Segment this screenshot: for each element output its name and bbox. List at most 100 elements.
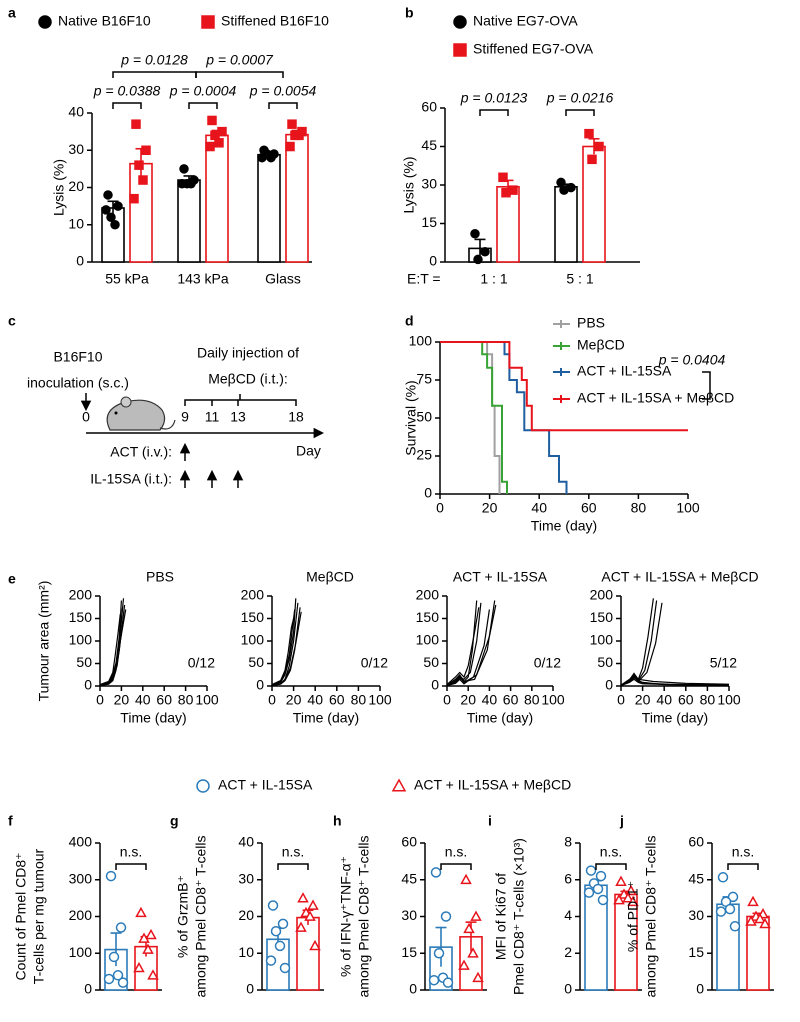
- y-tick-label: 200: [590, 587, 614, 603]
- x-tick-label: 40: [531, 500, 547, 516]
- y-tick-label: 45: [421, 137, 437, 153]
- y-tick-label: 30: [238, 870, 254, 886]
- marker: [270, 925, 282, 937]
- line: [446, 602, 482, 687]
- diagram-label: IL-15SA (i.t.):: [90, 471, 172, 487]
- legend-label: ACT + IL-15SA: [577, 363, 672, 379]
- y-axis-label: Tumour area (mm²): [36, 581, 52, 702]
- marker: [277, 918, 289, 930]
- y-axis-label: % of GrzmB⁺: [175, 875, 191, 958]
- marker: [717, 872, 729, 883]
- marker: [103, 973, 115, 985]
- bracket: [112, 71, 197, 78]
- x-axis-label: Time (day): [467, 710, 533, 726]
- annotation: p = 0.0388: [93, 83, 161, 99]
- marker: [473, 254, 483, 265]
- marker: [110, 220, 120, 230]
- y-axis-label: among Pmel CD8⁺ T-cells: [356, 836, 372, 998]
- y-tick-label: 300: [69, 870, 93, 886]
- marker: [745, 915, 757, 926]
- bar: [554, 185, 578, 263]
- x-tick-label: 60: [581, 500, 597, 516]
- x-tick-label: 20: [114, 692, 130, 708]
- diagram-label: Day: [296, 443, 321, 459]
- line: [440, 341, 688, 432]
- x-tick-label: 60: [678, 692, 694, 708]
- annotation: p = 0.0123: [460, 90, 528, 106]
- x-tick-label: 100: [368, 692, 392, 708]
- marker: [622, 892, 634, 903]
- marker: [470, 910, 482, 921]
- y-tick-label: 40: [68, 104, 84, 120]
- y-tick-label: 8: [564, 834, 572, 850]
- marker: [460, 873, 472, 885]
- marker: [105, 870, 117, 882]
- chart-title: PBS: [146, 569, 174, 585]
- annotation: n.s.: [732, 844, 755, 860]
- day-label: 13: [230, 409, 246, 425]
- annotation: p = 0.0128: [120, 52, 188, 68]
- marker: [615, 875, 627, 886]
- marker: [214, 138, 224, 148]
- day-label: 18: [288, 409, 304, 425]
- y-tick-label: 50: [416, 409, 432, 425]
- y-tick-label: 150: [590, 609, 614, 625]
- y-tick-label: 45: [688, 870, 704, 886]
- marker: [295, 921, 307, 932]
- y-tick-label: 40: [238, 834, 254, 850]
- panel-letter: b: [405, 5, 414, 21]
- legend-label: ACT + IL-15SA + MeβCD: [414, 777, 571, 793]
- y-tick-label: 30: [401, 907, 417, 923]
- x-tick-label: 0: [436, 500, 444, 516]
- x-tick-label: Glass: [265, 271, 301, 287]
- marker: [207, 115, 217, 126]
- marker: [201, 15, 215, 29]
- x-tick-label: 40: [656, 692, 672, 708]
- marker: [498, 172, 508, 183]
- y-axis-label: MFI of Ki67 of: [493, 873, 509, 960]
- x-tick-label: 20: [460, 692, 476, 708]
- legend-label: Stiffened EG7-OVA: [473, 41, 594, 57]
- marker: [453, 43, 467, 57]
- diagram-label: Daily injection of: [197, 345, 299, 361]
- annotation: p = 0.0054: [249, 83, 317, 99]
- x-tick-label: 40: [482, 692, 498, 708]
- x-tick-label: 100: [541, 692, 565, 708]
- marker: [724, 903, 736, 915]
- line: [271, 598, 297, 686]
- legend-label: Stiffened B16F10: [221, 13, 329, 29]
- marker: [196, 779, 210, 793]
- y-axis-label: among Pmel CD8⁺ T-cells: [193, 836, 209, 998]
- line: [440, 341, 508, 494]
- y-tick-label: 20: [238, 907, 254, 923]
- y-tick-label: 150: [69, 609, 93, 625]
- marker: [587, 154, 597, 165]
- legend-label: Native B16F10: [58, 13, 151, 29]
- panel-letter: c: [8, 313, 16, 329]
- marker: [309, 939, 321, 951]
- panel-letter: d: [405, 313, 414, 329]
- x-tick-label: 143 kPa: [177, 271, 229, 287]
- y-axis-label: Count of Pmel CD8⁺: [13, 853, 29, 981]
- y-tick-label: 25: [416, 447, 432, 463]
- y-tick-label: 75: [416, 371, 432, 387]
- line: [440, 341, 501, 494]
- x-tick-label: 80: [631, 500, 647, 516]
- line: [620, 678, 730, 687]
- y-tick-label: 30: [688, 907, 704, 923]
- x-tick-label: 20: [635, 692, 651, 708]
- annotation: n.s.: [120, 844, 143, 860]
- y-tick-label: 0: [431, 677, 439, 693]
- marker: [297, 892, 309, 903]
- marker: [304, 910, 316, 921]
- y-tick-label: 100: [416, 632, 440, 648]
- bracket: [195, 71, 284, 78]
- line: [99, 613, 121, 686]
- y-tick-label: 50: [423, 654, 439, 670]
- y-tick-label: 0: [424, 485, 432, 501]
- marker: [463, 922, 475, 934]
- day-label: 0: [82, 409, 90, 425]
- bar: [205, 134, 229, 263]
- bar: [496, 185, 520, 263]
